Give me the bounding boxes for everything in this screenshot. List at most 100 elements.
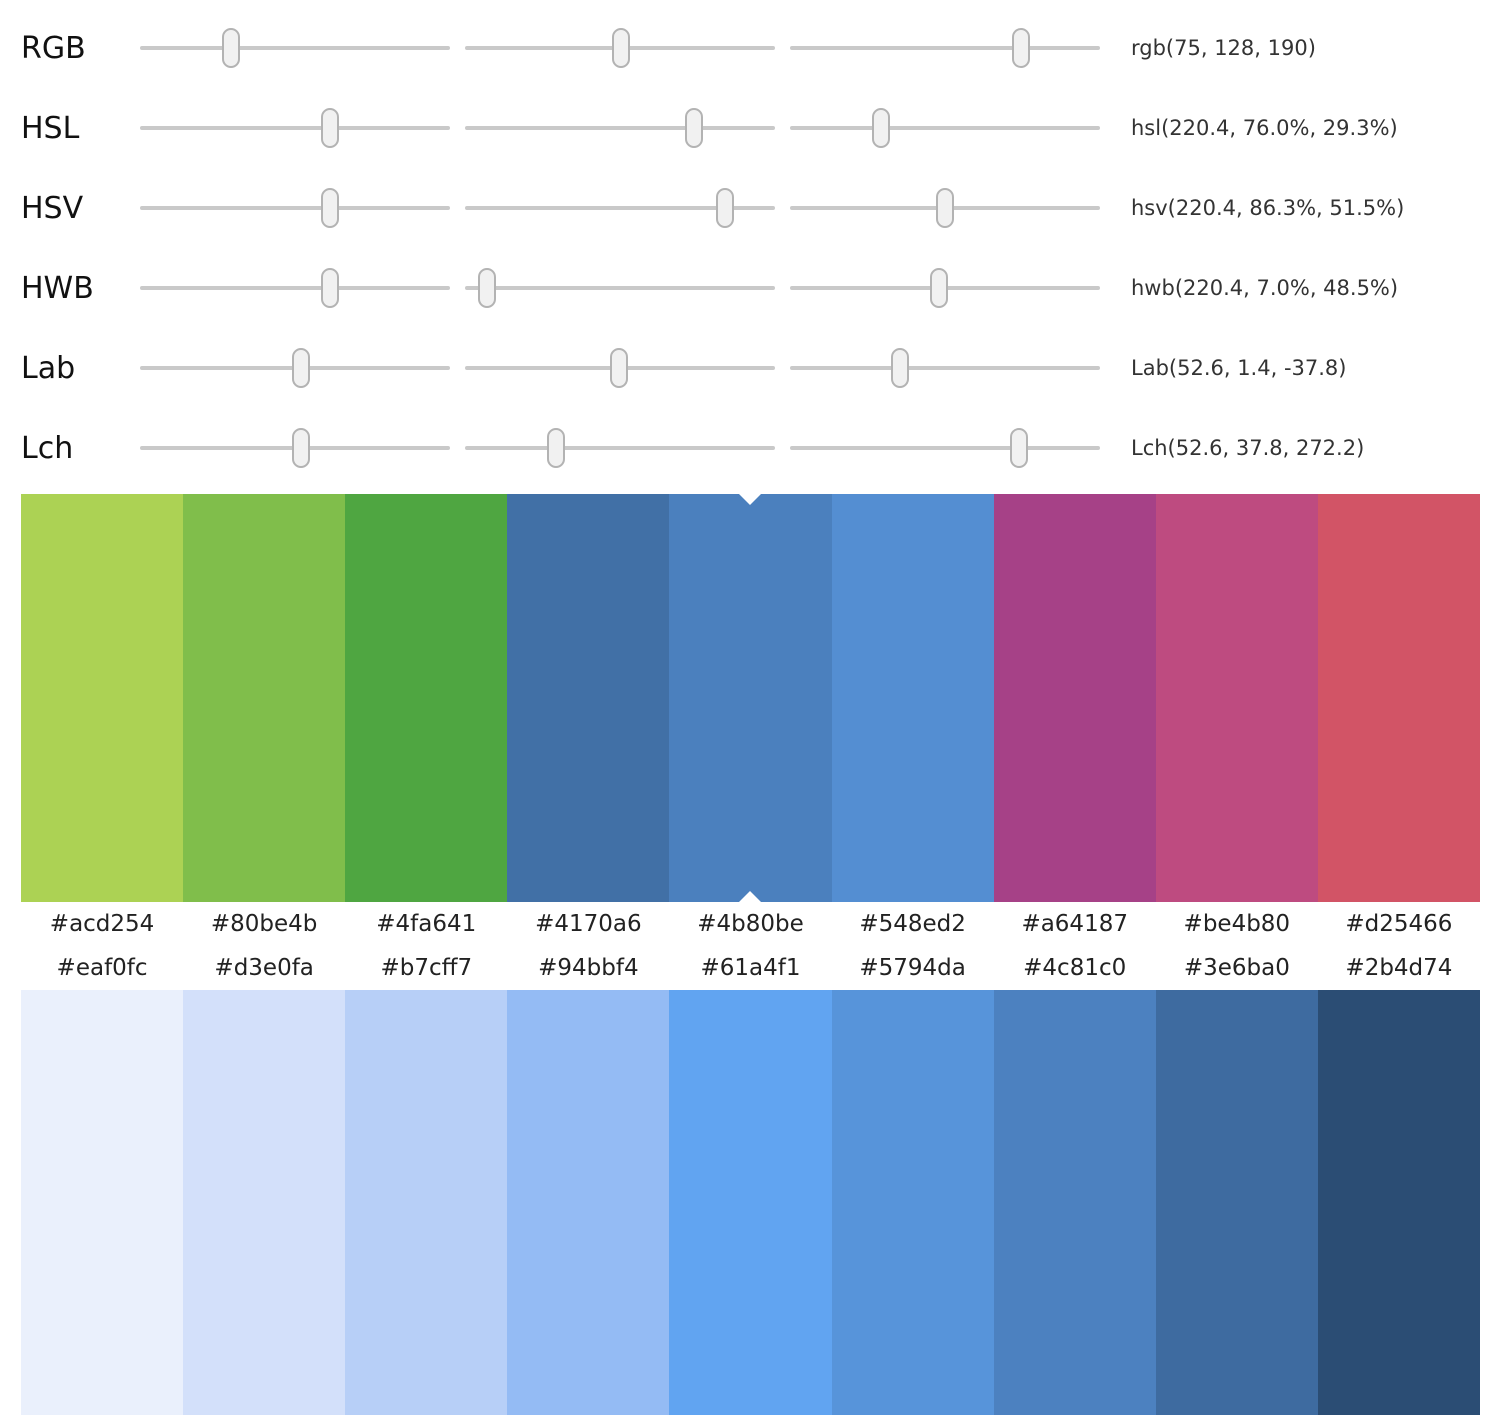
slider-thumb[interactable] xyxy=(1010,428,1029,468)
swatch-hex-label: #eaf0fc xyxy=(56,955,148,981)
slider-thumb[interactable] xyxy=(610,348,629,388)
slider-row-hwb: HWB hwb(220.4, 7.0%, 48.5%) xyxy=(0,248,1501,328)
slider-track[interactable] xyxy=(465,345,775,391)
slider-thumb[interactable] xyxy=(477,268,496,308)
slider-track[interactable] xyxy=(140,105,450,151)
swatch-hex-label: #4fa641 xyxy=(376,911,477,937)
swatch-hex-label: #be4b80 xyxy=(1183,911,1291,937)
slider-thumb[interactable] xyxy=(547,428,566,468)
colorspace-label: HSL xyxy=(21,110,80,146)
slider-row-hsv: HSV hsv(220.4, 86.3%, 51.5%) xyxy=(0,168,1501,248)
color-value-text: hsv(220.4, 86.3%, 51.5%) xyxy=(1131,196,1405,220)
palette-swatch[interactable] xyxy=(1317,494,1480,902)
hue-palette-wrap xyxy=(0,488,1501,902)
slider-thumb[interactable] xyxy=(871,108,890,148)
palette-swatch[interactable] xyxy=(1155,494,1318,902)
slider-thumb[interactable] xyxy=(320,188,339,228)
slider-track[interactable] xyxy=(790,345,1100,391)
slider-track-line xyxy=(465,206,775,210)
slider-track[interactable] xyxy=(465,425,775,471)
slider-track[interactable] xyxy=(140,345,450,391)
shade-palette xyxy=(21,990,1480,1415)
swatch-hex-label: #80be4b xyxy=(210,911,318,937)
hue-palette xyxy=(21,494,1480,902)
slider-track[interactable] xyxy=(790,425,1100,471)
hue-hex-labels: #acd254 #80be4b #4fa641 #4170a6 #4b80be … xyxy=(0,902,1501,946)
palette-swatch[interactable] xyxy=(507,990,670,1415)
selected-notch-bottom xyxy=(739,891,762,902)
palette-swatch[interactable] xyxy=(21,494,184,902)
slider-track[interactable] xyxy=(465,105,775,151)
slider-row-hsl: HSL hsl(220.4, 76.0%, 29.3%) xyxy=(0,88,1501,168)
palette-swatch[interactable] xyxy=(183,494,346,902)
colorspace-label: HSV xyxy=(21,190,84,226)
swatch-hex-label: #4c81c0 xyxy=(1023,955,1127,981)
slider-row-rgb: RGB rgb(75, 128, 190) xyxy=(0,8,1501,88)
palette-swatch[interactable] xyxy=(507,494,670,902)
shade-hex-labels: #eaf0fc #d3e0fa #b7cff7 #94bbf4 #61a4f1 … xyxy=(0,946,1501,990)
slider-track-line xyxy=(465,446,775,450)
slider-track[interactable] xyxy=(465,185,775,231)
palette-swatch[interactable] xyxy=(183,990,346,1415)
colorspace-label: Lab xyxy=(21,350,76,386)
selected-notch-top xyxy=(739,494,762,505)
slider-track-line xyxy=(140,126,450,130)
slider-track[interactable] xyxy=(790,105,1100,151)
slider-thumb[interactable] xyxy=(320,268,339,308)
slider-thumb[interactable] xyxy=(292,348,311,388)
slider-track-line xyxy=(140,286,450,290)
slider-track[interactable] xyxy=(140,425,450,471)
slider-track[interactable] xyxy=(140,25,450,71)
colorspace-sliders: RGB rgb(75, 128, 190) HSL hsl(220.4, xyxy=(0,0,1501,488)
slider-thumb[interactable] xyxy=(929,268,948,308)
palette-swatch[interactable] xyxy=(345,990,508,1415)
slider-track-line xyxy=(790,126,1100,130)
color-value-text: Lab(52.6, 1.4, -37.8) xyxy=(1131,356,1347,380)
palette-swatch[interactable] xyxy=(669,990,832,1415)
slider-track[interactable] xyxy=(790,25,1100,71)
swatch-hex-label: #4170a6 xyxy=(535,911,642,937)
palette-swatch-selected[interactable] xyxy=(669,494,832,902)
swatch-hex-label: #d3e0fa xyxy=(214,955,314,981)
slider-thumb[interactable] xyxy=(685,108,704,148)
slider-track[interactable] xyxy=(790,265,1100,311)
slider-track[interactable] xyxy=(790,185,1100,231)
swatch-hex-label: #3e6ba0 xyxy=(1183,955,1290,981)
slider-track[interactable] xyxy=(140,185,450,231)
palette-swatch[interactable] xyxy=(1155,990,1318,1415)
color-value-text: hwb(220.4, 7.0%, 48.5%) xyxy=(1131,276,1399,300)
shade-palette-wrap xyxy=(0,990,1501,1415)
swatch-hex-label: #548ed2 xyxy=(859,911,966,937)
slider-track-line xyxy=(790,46,1100,50)
slider-track-line xyxy=(140,46,450,50)
slider-thumb[interactable] xyxy=(891,348,910,388)
palette-swatch[interactable] xyxy=(993,494,1156,902)
color-value-text: hsl(220.4, 76.0%, 29.3%) xyxy=(1131,116,1398,140)
palette-swatch[interactable] xyxy=(21,990,184,1415)
palette-swatch[interactable] xyxy=(993,990,1156,1415)
slider-thumb[interactable] xyxy=(1011,28,1030,68)
slider-track-line xyxy=(790,366,1100,370)
slider-track[interactable] xyxy=(465,265,775,311)
slider-thumb[interactable] xyxy=(716,188,735,228)
slider-thumb[interactable] xyxy=(936,188,954,228)
palette-swatch[interactable] xyxy=(831,494,994,902)
slider-track[interactable] xyxy=(140,265,450,311)
swatch-hex-label: #4b80be xyxy=(697,911,804,937)
slider-thumb[interactable] xyxy=(292,428,311,468)
slider-track[interactable] xyxy=(465,25,775,71)
colorspace-label: Lch xyxy=(21,430,74,466)
slider-track-line xyxy=(465,126,775,130)
slider-thumb[interactable] xyxy=(611,28,630,68)
swatch-hex-label: #acd254 xyxy=(49,911,155,937)
palette-swatch[interactable] xyxy=(1317,990,1480,1415)
slider-thumb[interactable] xyxy=(222,28,241,68)
palette-swatch[interactable] xyxy=(345,494,508,902)
colorspace-label: HWB xyxy=(21,270,94,306)
slider-thumb[interactable] xyxy=(320,108,339,148)
swatch-hex-label: #61a4f1 xyxy=(700,955,801,981)
slider-row-lab: Lab Lab(52.6, 1.4, -37.8) xyxy=(0,328,1501,408)
slider-track-line xyxy=(140,206,450,210)
palette-swatch[interactable] xyxy=(831,990,994,1415)
